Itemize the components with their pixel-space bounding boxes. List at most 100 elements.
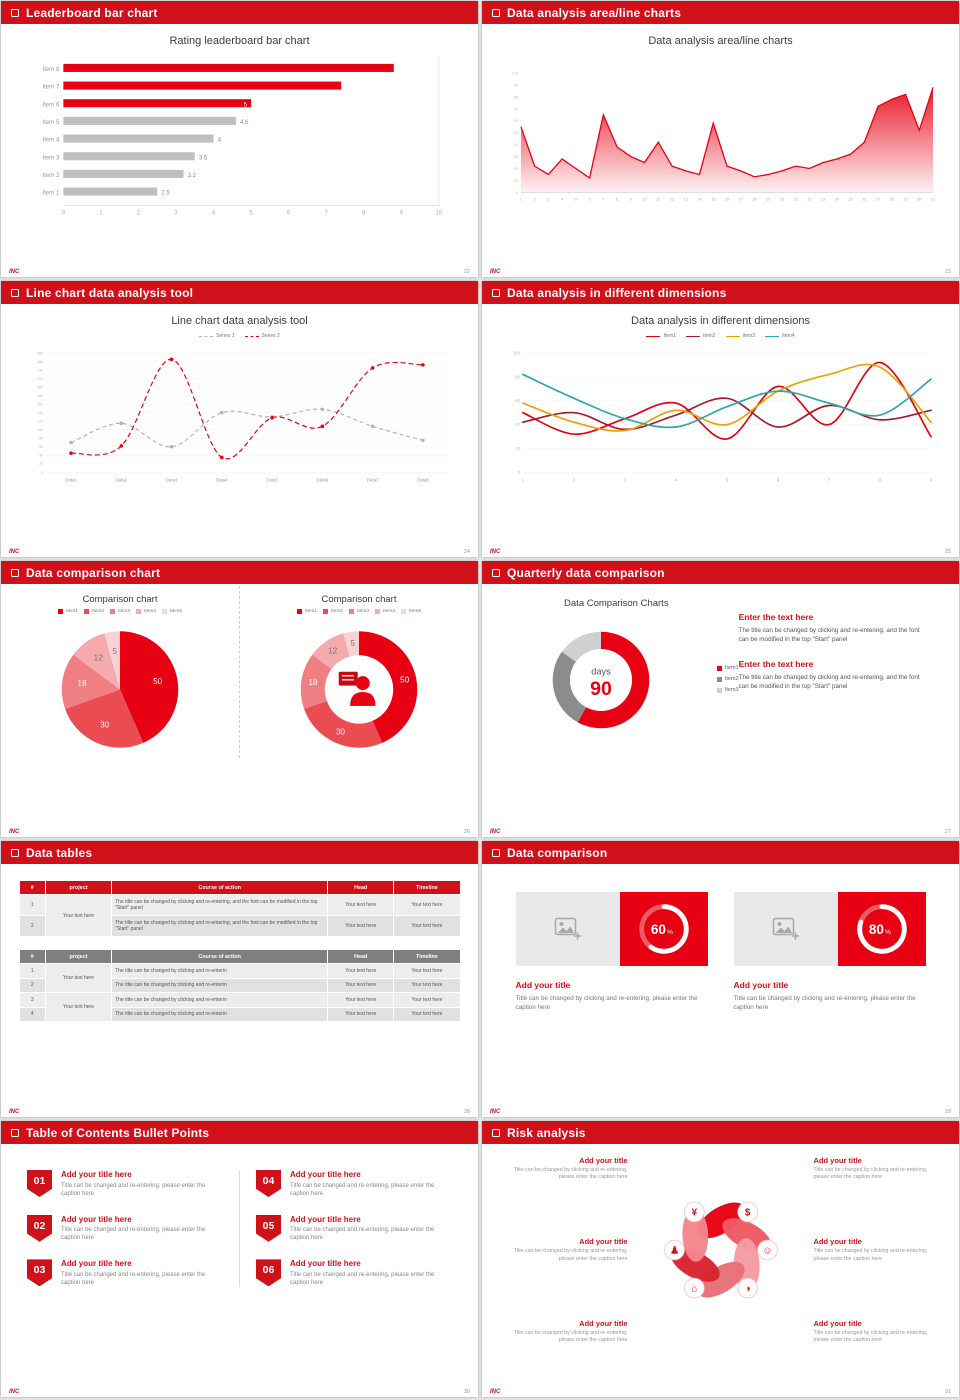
svg-text:4: 4 xyxy=(674,477,677,482)
slide-leaderboard-bar-chart[interactable]: Leaderboard bar chart Rating leaderboard… xyxy=(1,1,478,277)
slide-header: Risk analysis xyxy=(482,1121,959,1144)
column-header: project xyxy=(44,949,113,964)
svg-text:40: 40 xyxy=(515,422,520,427)
chart-legend: Item1 Item2 Item3 Item4 xyxy=(482,333,959,339)
risk-caption: Title can be changed by clicking and re-… xyxy=(813,1248,928,1262)
toc-title: Add your title here xyxy=(290,1214,361,1224)
svg-text:⌂: ⌂ xyxy=(691,1284,697,1295)
slide-area-line-charts[interactable]: Data analysis area/line charts Data anal… xyxy=(482,1,959,277)
item5-swatch xyxy=(401,609,406,614)
svg-text:Data4: Data4 xyxy=(216,477,228,482)
toc-item: 06 Add your title here Title can be chan… xyxy=(256,1259,452,1287)
svg-text:14: 14 xyxy=(697,197,701,201)
svg-text:11: 11 xyxy=(656,197,660,201)
slide-data-comparison-cards[interactable]: Data comparison 60% xyxy=(482,841,959,1117)
cell-num: 4 xyxy=(18,1006,46,1022)
svg-text:3: 3 xyxy=(623,477,626,482)
slide-header: Table of Contents Bullet Points xyxy=(1,1121,478,1144)
svg-text:Data1: Data1 xyxy=(65,477,77,482)
legend-item: Item2 xyxy=(685,333,716,339)
svg-text:60: 60 xyxy=(39,445,43,449)
svg-text:12: 12 xyxy=(669,197,673,201)
slide-footer: INC 29 xyxy=(490,1109,951,1115)
svg-text:23: 23 xyxy=(821,197,825,201)
svg-text:20: 20 xyxy=(779,197,783,201)
footer-logo: INC xyxy=(490,1109,501,1115)
svg-text:Item 7: Item 7 xyxy=(42,85,59,91)
svg-text:Item 5: Item 5 xyxy=(42,120,59,126)
slide-header-title: Data analysis in different dimensions xyxy=(507,285,727,300)
svg-text:240: 240 xyxy=(37,368,43,372)
svg-text:20: 20 xyxy=(515,446,520,451)
block-body: The title can be changed by clicking and… xyxy=(738,627,920,644)
bullet-square-icon xyxy=(11,848,19,857)
chart-legend: Item1 Item2 Item3 Item4 Item5 xyxy=(240,609,478,614)
slide-line-chart-tool[interactable]: Line chart data analysis tool Line chart… xyxy=(1,281,478,557)
table-row: 4 The title can be changed by clicking a… xyxy=(18,1006,461,1022)
cell-timeline: Your text here xyxy=(393,915,461,937)
svg-text:$: $ xyxy=(744,1207,750,1218)
svg-text:♟: ♟ xyxy=(670,1245,679,1256)
svg-text:24: 24 xyxy=(834,197,838,201)
legend-label: Item3 xyxy=(357,609,369,614)
coins-icon: $ xyxy=(736,1201,758,1223)
risk-title: Add your title xyxy=(813,1318,862,1328)
slide-dimensions-analysis[interactable]: Data analysis in different dimensions Da… xyxy=(482,281,959,557)
column-header: Course of action xyxy=(111,949,329,964)
bullet-square-icon xyxy=(11,568,19,577)
cell-head: Your text here xyxy=(327,963,395,979)
bullet-square-icon xyxy=(11,1128,19,1137)
risk-pinwheel-diagram: ¥ $ ♟ ☺ ⌂ ◑ xyxy=(663,1201,778,1299)
pie-chart-panel: Comparison chart Item1 Item2 Item3 Item4… xyxy=(1,586,239,758)
slide-header: Quarterly data comparison xyxy=(482,561,959,584)
card-caption: Title can be changed by clicking and re-… xyxy=(515,995,698,1012)
bullet-square-icon xyxy=(11,8,19,17)
risk-title: Add your title xyxy=(579,1318,628,1328)
slide-header-title: Data analysis area/line charts xyxy=(507,5,682,20)
image-placeholder xyxy=(733,892,838,966)
legend-label: Item1 xyxy=(724,665,739,671)
svg-text:2.5: 2.5 xyxy=(161,191,170,197)
slide-risk-analysis[interactable]: Risk analysis Add your title Title can b… xyxy=(482,1121,959,1397)
item3-swatch xyxy=(349,609,354,614)
risk-caption: Title can be changed by clicking and re-… xyxy=(813,1329,928,1343)
column-header: Head xyxy=(327,880,395,895)
cell-action: The title can be changed by clicking and… xyxy=(111,977,329,993)
column-header: # xyxy=(18,949,46,964)
bullet-square-icon xyxy=(492,288,500,297)
cell-num: 1 xyxy=(18,963,46,979)
svg-text:29: 29 xyxy=(903,197,907,201)
table-row: 1 Your text here The title can be change… xyxy=(18,963,461,993)
svg-text:Data7: Data7 xyxy=(366,477,378,482)
slide-quarterly-comparison[interactable]: Quarterly data comparison Data Compariso… xyxy=(482,561,959,837)
toc-caption: Title can be changed and re-entering, pl… xyxy=(290,1182,435,1197)
text-block: Enter the text here The title can be cha… xyxy=(739,612,947,645)
page-number: 25 xyxy=(944,549,951,555)
svg-text:8: 8 xyxy=(362,211,366,217)
slide-header: Leaderboard bar chart xyxy=(1,1,478,24)
svg-text:0: 0 xyxy=(61,211,65,217)
slide-data-comparison-chart[interactable]: Data comparison chart Comparison chart I… xyxy=(1,561,478,837)
risk-caption: Title can be changed by clicking and re-… xyxy=(513,1248,628,1262)
column-header: Head xyxy=(327,949,395,964)
svg-text:70: 70 xyxy=(513,106,518,111)
svg-text:7: 7 xyxy=(324,211,328,217)
legend-label: Item4 xyxy=(383,609,395,614)
slide-header: Data comparison chart xyxy=(1,561,478,584)
risk-title: Add your title xyxy=(579,1156,628,1165)
slide-header-title: Table of Contents Bullet Points xyxy=(26,1125,210,1140)
slide-toc-bullet-points[interactable]: Table of Contents Bullet Points 01 Add y… xyxy=(1,1121,478,1397)
toc-number-badge: 02 xyxy=(27,1214,52,1242)
svg-text:2: 2 xyxy=(533,197,535,201)
svg-text:10: 10 xyxy=(435,211,442,217)
line-chart: 0 20 40 60 80 100 120 140 160 180 200 220 240 260 280 D… xyxy=(37,351,448,482)
image-placeholder xyxy=(515,892,620,966)
slide-data-tables[interactable]: Data tables # project Course of action H… xyxy=(1,841,478,1117)
toc-caption: Title can be changed and re-entering, pl… xyxy=(290,1271,435,1286)
svg-text:80: 80 xyxy=(515,374,520,379)
svg-text:5: 5 xyxy=(243,102,247,108)
bullet-square-icon xyxy=(492,848,500,857)
svg-text:20: 20 xyxy=(513,166,518,171)
chart-legend: Item1 Item2 Item3 Item4 Item5 xyxy=(1,609,239,614)
